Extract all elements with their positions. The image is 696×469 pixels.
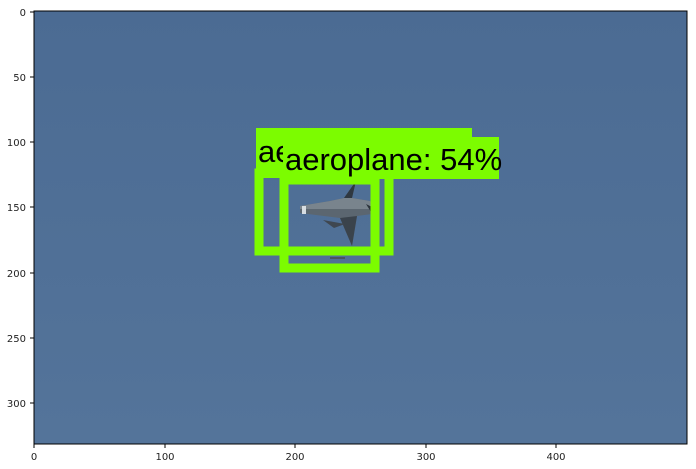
x-axis: 0 100 200 300 400 <box>31 444 566 463</box>
detection-label-front: aeroplane: 54% <box>285 142 502 177</box>
y-tick-label-5: 250 <box>7 334 26 345</box>
airplane-icon <box>300 181 378 259</box>
y-tick-label-4: 200 <box>7 269 26 280</box>
axes-frame <box>33 10 688 445</box>
y-tick-label-3: 150 <box>7 203 26 214</box>
x-tick-label-4: 400 <box>546 452 565 463</box>
detection-label-bg-front <box>283 137 499 179</box>
x-tick-label-1: 100 <box>155 452 174 463</box>
y-tick-label-1: 50 <box>13 73 26 84</box>
y-tick-label-6: 300 <box>7 399 26 410</box>
sky-image <box>34 11 687 444</box>
y-tick-label-0: 0 <box>20 8 26 19</box>
x-tick-label-3: 300 <box>416 452 435 463</box>
x-tick-label-2: 200 <box>285 452 304 463</box>
y-tick-label-2: 100 <box>7 138 26 149</box>
detection-box-front: aeroplane: 54% <box>279 137 502 273</box>
x-tick-label-0: 0 <box>31 452 37 463</box>
y-axis: 0 50 100 150 200 250 300 <box>7 8 34 410</box>
